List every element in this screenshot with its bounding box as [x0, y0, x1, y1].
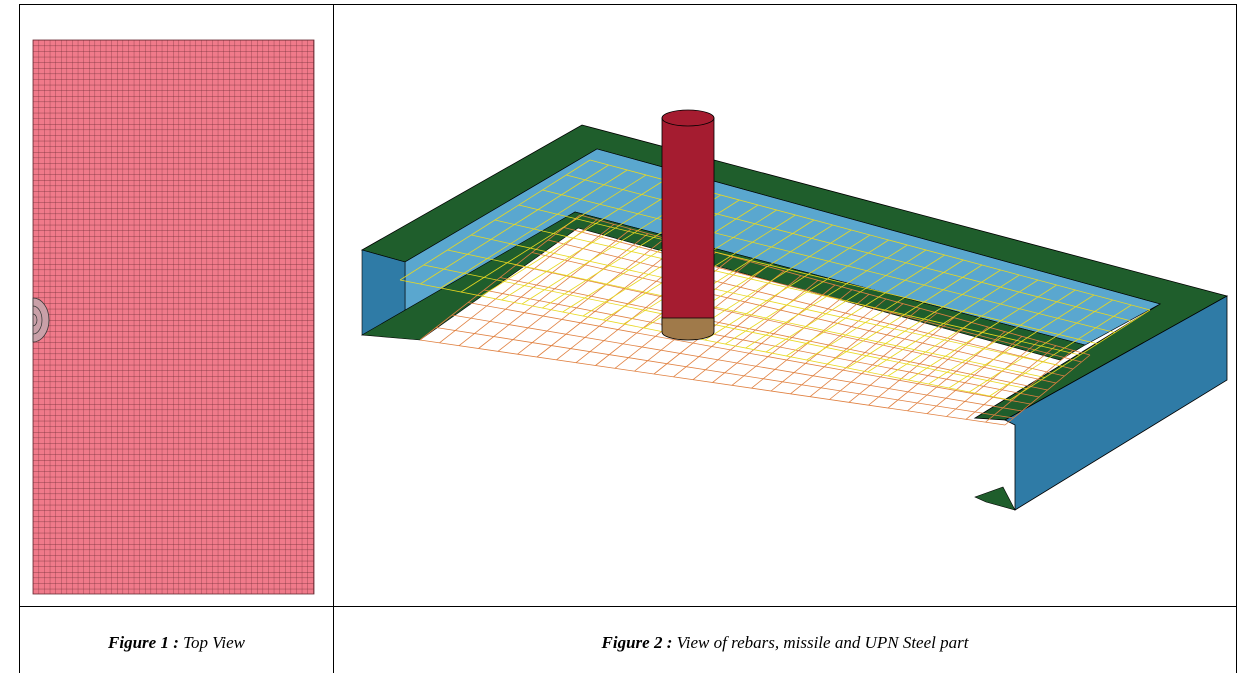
model-view	[362, 110, 1227, 510]
caption-label: Figure 1 :	[108, 633, 179, 652]
caption-1: Figure 1 : Top View	[20, 626, 333, 660]
caption-label: Figure 2 :	[602, 633, 673, 652]
caption-text: View of rebars, missile and UPN Steel pa…	[677, 633, 969, 652]
top-view-mesh	[33, 40, 314, 594]
rebar	[518, 238, 666, 354]
rebar	[810, 308, 920, 396]
rebar	[752, 294, 870, 388]
rebar	[771, 299, 886, 391]
rebar	[713, 285, 836, 383]
caption-2: Figure 2 : View of rebars, missile and U…	[334, 626, 1236, 660]
rebar	[537, 243, 682, 357]
figure-table	[0, 0, 1255, 673]
caption-text: Top View	[183, 633, 245, 652]
page: Figure 1 : Top View Figure 2 : View of r…	[0, 0, 1255, 673]
rebar	[830, 313, 938, 400]
rebar	[888, 327, 988, 408]
rebar	[732, 290, 852, 386]
